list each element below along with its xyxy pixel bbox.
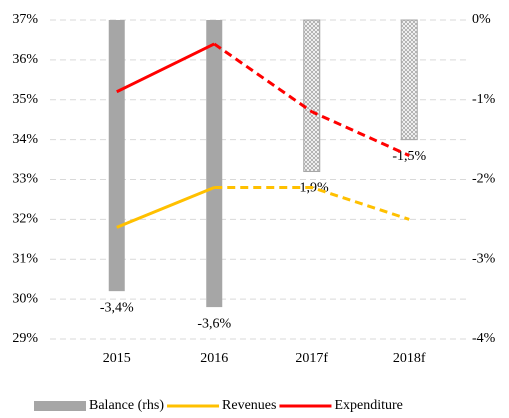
legend-swatch <box>34 401 86 411</box>
x-tick-label: 2018f <box>393 351 426 366</box>
y-tick-label: 35% <box>12 92 38 107</box>
bar <box>206 20 223 308</box>
line <box>214 185 410 221</box>
x-tick-label: 2017f <box>295 351 328 366</box>
y-tick-label: 33% <box>12 172 38 187</box>
x-tick-label: 2016 <box>200 351 228 366</box>
y2-tick-label: 0% <box>472 12 491 27</box>
y2-tick-label: -2% <box>472 172 496 187</box>
data-label: -1,5% <box>392 149 426 164</box>
data-label: -3,6% <box>197 316 231 331</box>
bar <box>303 19 321 173</box>
y-tick-label: 29% <box>12 331 38 346</box>
y2-tick-label: -1% <box>472 92 496 107</box>
line <box>116 42 215 94</box>
legend-label: Revenues <box>222 398 276 413</box>
y-tick-label: 32% <box>12 212 38 227</box>
data-label: -3,4% <box>100 300 134 315</box>
line <box>116 186 215 229</box>
x-tick-label: 2015 <box>103 351 131 366</box>
y-tick-label: 34% <box>12 132 38 147</box>
legend-label: Balance (rhs) <box>89 398 164 413</box>
y-tick-label: 36% <box>12 52 38 67</box>
y2-tick-label: -3% <box>472 251 496 266</box>
y2-tick-label: -4% <box>472 331 496 346</box>
y-tick-label: 31% <box>12 251 38 266</box>
y-tick-label: 37% <box>12 12 38 27</box>
y-tick-label: 30% <box>12 291 38 306</box>
bar <box>108 20 125 292</box>
legend-label: Expenditure <box>334 398 402 413</box>
line <box>213 42 410 157</box>
bar <box>400 19 418 141</box>
